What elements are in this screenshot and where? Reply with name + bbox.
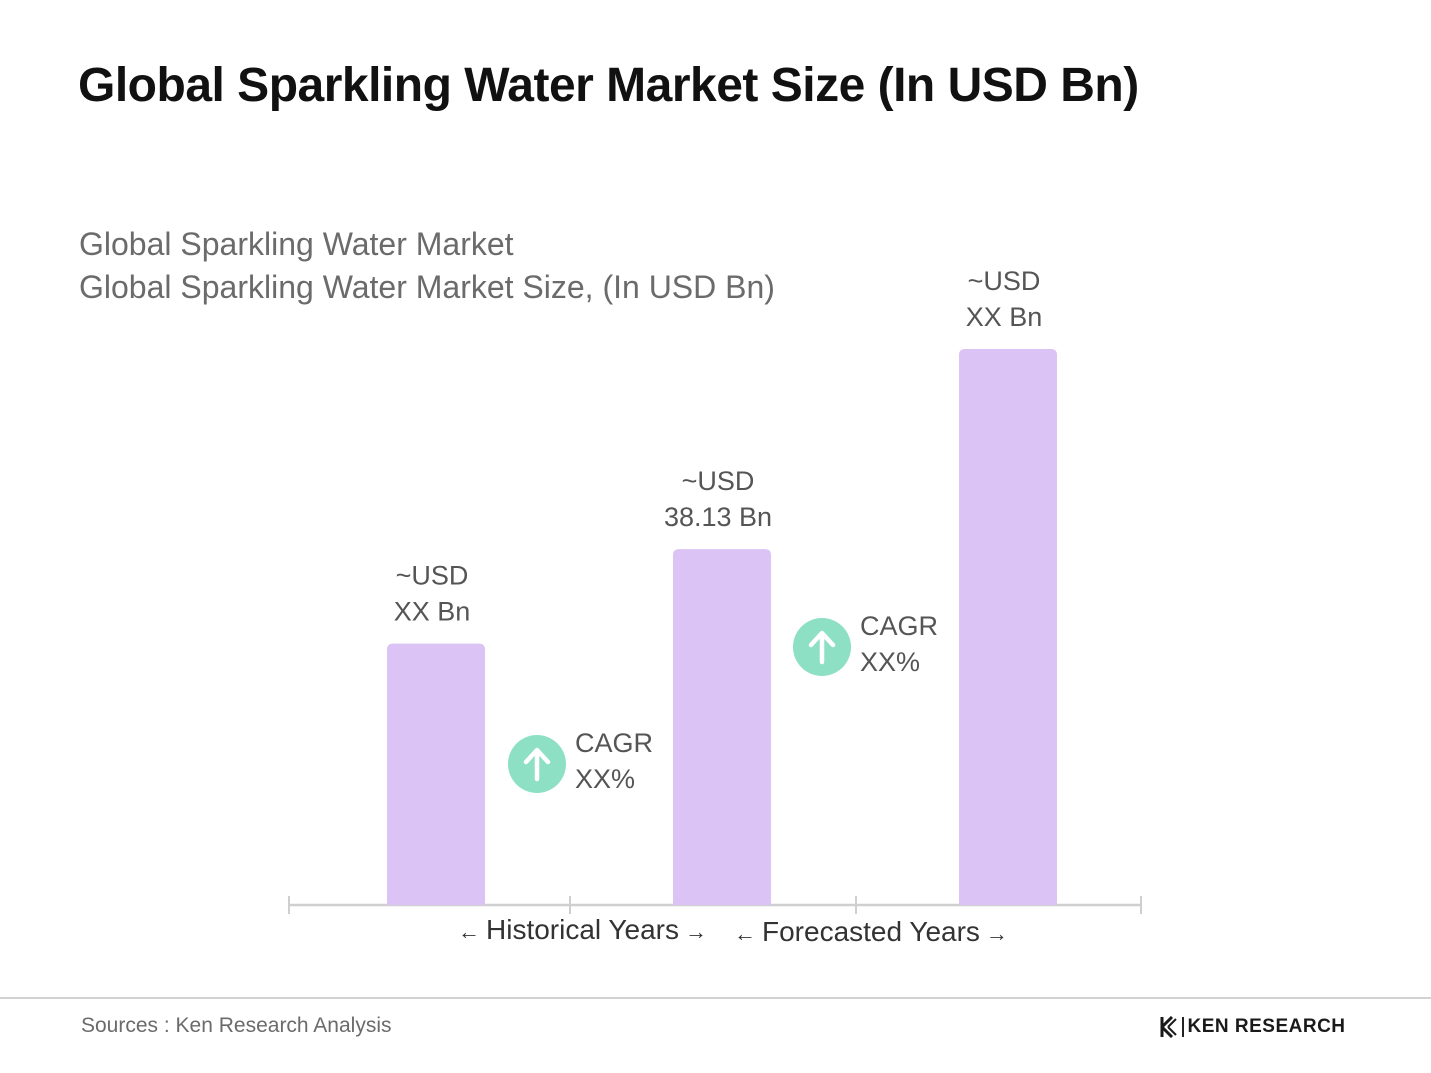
page-title: Global Sparkling Water Market Size (In U… xyxy=(78,59,1139,112)
arrow-left-icon: ← xyxy=(734,920,756,946)
bar-label-line2: XX Bn xyxy=(966,302,1043,332)
cagr-annotation: CAGR XX% xyxy=(508,728,653,794)
bar-2 xyxy=(673,549,771,905)
historical-years-text: Historical Years xyxy=(486,914,679,945)
forecasted-years-label: ← Forecasted Years → xyxy=(728,916,1014,948)
bar-label-line2: XX Bn xyxy=(394,597,471,627)
brand-name: KEN RESEARCH xyxy=(1187,1016,1346,1037)
bar-value-labels: ~USD XX Bn ~USD 38.13 Bn ~USD XX Bn xyxy=(394,266,1043,627)
brand-logo: KEN RESEARCH xyxy=(1160,1016,1346,1038)
cagr-label: CAGR xyxy=(860,611,938,641)
source-note: Sources : Ken Research Analysis xyxy=(81,1014,392,1037)
bar-label-line1: ~USD xyxy=(968,266,1041,296)
chart-subtitle-1: Global Sparkling Water Market xyxy=(79,226,514,262)
cagr-annotations: CAGR XX% CAGR XX% xyxy=(508,611,938,794)
forecasted-years-text: Forecasted Years xyxy=(762,916,980,947)
arrow-right-icon: → xyxy=(684,918,707,944)
arrow-up-icon xyxy=(793,618,851,676)
bar-label-line1: ~USD xyxy=(682,466,755,496)
bar-1 xyxy=(387,643,485,905)
bar-label-line2: 38.13 Bn xyxy=(664,502,772,532)
cagr-label: CAGR xyxy=(575,728,653,758)
chart-subtitle-2: Global Sparkling Water Market Size, (In … xyxy=(79,269,775,305)
footer-divider xyxy=(0,997,1431,999)
bar-label-line1: ~USD xyxy=(396,561,469,591)
cagr-annotation: CAGR XX% xyxy=(793,611,938,677)
arrow-right-icon: → xyxy=(985,920,1008,946)
arrow-left-icon: ← xyxy=(458,918,480,944)
arrow-up-icon xyxy=(508,735,566,793)
brand-separator xyxy=(1182,1017,1184,1037)
historical-years-label: ← Historical Years → xyxy=(452,914,713,946)
ken-research-logo-icon xyxy=(1160,1016,1177,1038)
cagr-value: XX% xyxy=(860,647,920,677)
bars xyxy=(387,349,1057,905)
bar-3 xyxy=(959,349,1057,905)
cagr-value: XX% xyxy=(575,764,635,794)
